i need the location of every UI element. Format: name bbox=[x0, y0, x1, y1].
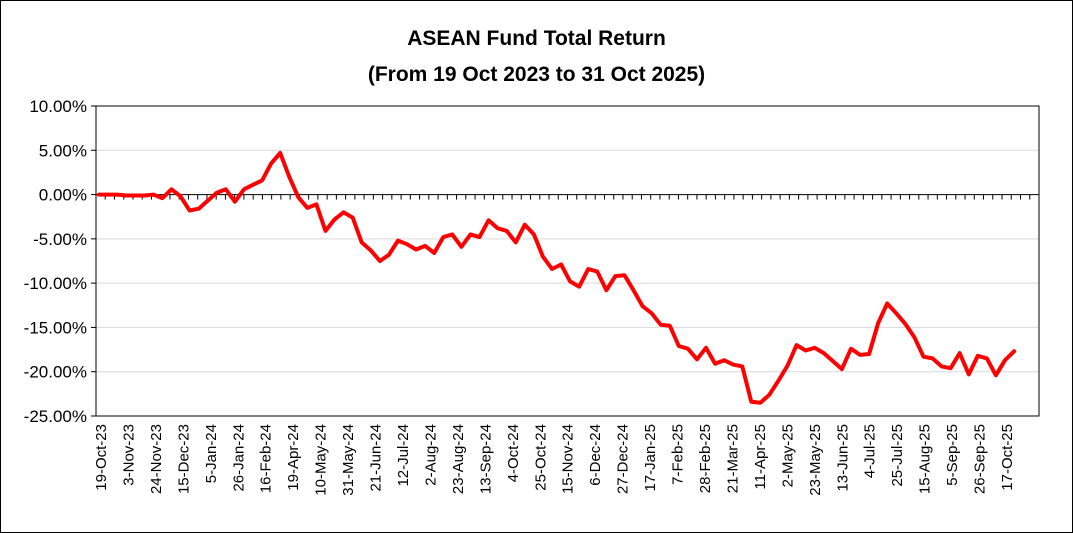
x-tick-label: 7-Feb-25 bbox=[670, 424, 687, 485]
x-tick-label: 4-Jul-25 bbox=[862, 424, 879, 478]
x-tick-label: 2-Aug-24 bbox=[422, 424, 439, 486]
x-tick-label: 25-Oct-24 bbox=[532, 424, 549, 491]
x-tick-label: 2-May-25 bbox=[779, 424, 796, 487]
x-tick-label: 16-Feb-24 bbox=[258, 424, 275, 493]
x-tick-label: 24-Nov-23 bbox=[148, 424, 165, 494]
y-tick-label: -10.00% bbox=[24, 274, 87, 293]
x-tick-label: 3-Nov-23 bbox=[120, 424, 137, 486]
y-tick-label: 5.00% bbox=[39, 141, 87, 160]
y-tick-label: -15.00% bbox=[24, 318, 87, 337]
x-tick-label: 13-Jun-25 bbox=[834, 424, 851, 492]
x-tick-label: 23-May-25 bbox=[807, 424, 824, 496]
x-tick-label: 25-Jul-25 bbox=[889, 424, 906, 487]
chart-subtitle: (From 19 Oct 2023 to 31 Oct 2025) bbox=[367, 63, 706, 86]
y-tick-label: -20.00% bbox=[24, 363, 87, 382]
plot-border bbox=[95, 105, 1040, 417]
x-tick-label: 13-Sep-24 bbox=[477, 424, 494, 494]
x-tick-label: 23-Aug-24 bbox=[450, 424, 467, 494]
x-tick-label: 19-Apr-24 bbox=[285, 424, 302, 491]
x-tick-label: 11-Apr-25 bbox=[752, 424, 769, 490]
x-tick-label: 28-Feb-25 bbox=[697, 424, 714, 493]
x-tick-label: 6-Dec-24 bbox=[587, 424, 604, 486]
x-tick-label: 21-Jun-24 bbox=[368, 424, 385, 492]
series-line bbox=[97, 150, 1017, 405]
x-tick-label: 15-Nov-24 bbox=[560, 424, 577, 494]
x-tick-label: 27-Dec-24 bbox=[615, 424, 632, 494]
x-tick-label: 19-Oct-23 bbox=[93, 424, 110, 491]
y-tick-label: -25.00% bbox=[24, 407, 87, 426]
x-tick-label: 31-May-24 bbox=[340, 424, 357, 496]
x-tick-label: 10-May-24 bbox=[313, 424, 330, 496]
x-tick-label: 15-Dec-23 bbox=[175, 424, 192, 494]
x-tick-label: 5-Jan-24 bbox=[203, 424, 220, 483]
chart-title: ASEAN Fund Total Return bbox=[407, 27, 666, 50]
x-tick-label: 15-Aug-25 bbox=[917, 424, 934, 494]
x-tick-label: 17-Jan-25 bbox=[642, 424, 659, 492]
x-tick-label: 12-Jul-24 bbox=[395, 424, 412, 487]
y-tick-label: 10.00% bbox=[29, 97, 87, 116]
x-tick-label: 26-Sep-25 bbox=[972, 424, 989, 494]
x-tick-label: 17-Oct-25 bbox=[999, 424, 1016, 491]
y-tick-label: 0.00% bbox=[39, 186, 87, 205]
x-tick-label: 26-Jan-24 bbox=[230, 424, 247, 492]
x-tick-label: 21-Mar-25 bbox=[724, 424, 741, 493]
x-tick-label: 4-Oct-24 bbox=[505, 424, 522, 482]
y-tick-label: -5.00% bbox=[33, 230, 87, 249]
x-tick-label: 5-Sep-25 bbox=[944, 424, 961, 486]
